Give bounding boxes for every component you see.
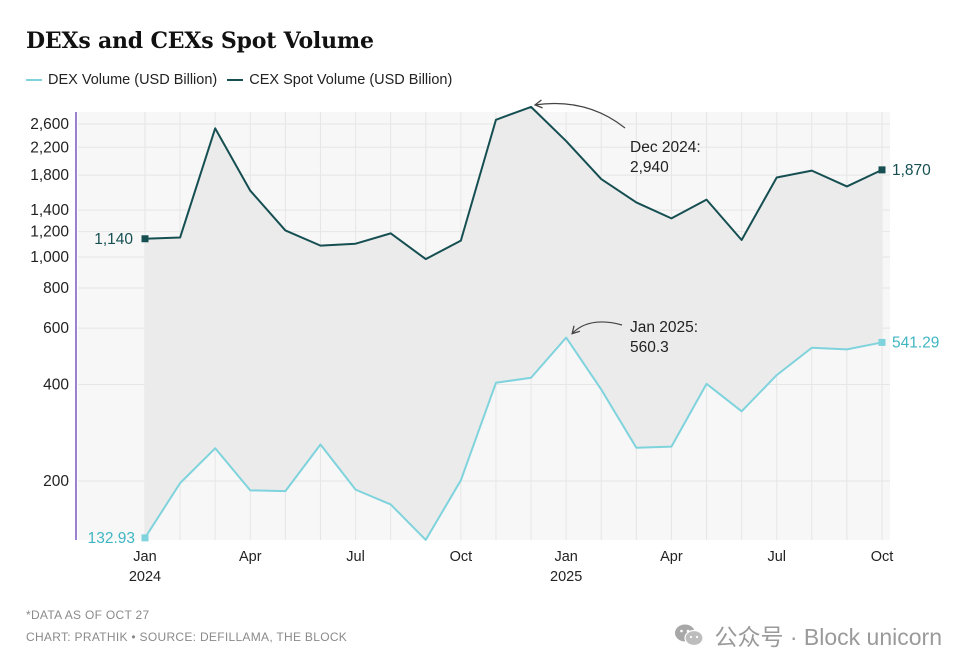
x-tick-label: Apr [660, 549, 683, 565]
band-fill [145, 106, 882, 540]
cex-series-line [144, 105, 883, 261]
y-tick-label: 1,800 [30, 167, 69, 184]
x-year-label: 2024 [129, 569, 161, 585]
x-tick-label: Apr [239, 549, 262, 565]
legend-label-dex: DEX Volume (USD Billion) [48, 72, 218, 88]
annotation-dex-line1: Jan 2025: [630, 319, 698, 336]
dex-end-label: 541.29 [892, 334, 939, 351]
y-tick-label: 200 [43, 473, 69, 490]
y-tick-label: 800 [43, 280, 69, 297]
dex-start-marker [141, 534, 149, 542]
cex-start-marker [141, 235, 149, 243]
legend-item-dex: DEX Volume (USD Billion) [26, 72, 217, 88]
x-tick-label: Jan [133, 549, 156, 565]
legend: DEX Volume (USD Billion) CEX Spot Volume… [26, 72, 462, 88]
annotation-cex-line1: Dec 2024: [630, 139, 701, 156]
watermark-text: 公众号 · Block unicorn [714, 624, 942, 650]
cex-end-label: 1,870 [892, 162, 931, 179]
x-tick-label: Jan [554, 549, 577, 565]
data-note: *DATA AS OF OCT 27 [26, 608, 150, 622]
annotation-cex-line2: 2,940 [630, 159, 669, 176]
x-tick-label: Jul [767, 549, 786, 565]
y-tick-label: 2,600 [30, 116, 69, 133]
x-tick-label: Jul [346, 549, 365, 565]
y-tick-label: 1,200 [30, 224, 69, 241]
annotation-dex-line2: 560.3 [630, 339, 669, 356]
annotation-arrow-dex [571, 321, 623, 335]
dex-end-marker [878, 338, 886, 346]
legend-item-cex: CEX Spot Volume (USD Billion) [227, 72, 452, 88]
chart-title: DEXs and CEXs Spot Volume [26, 28, 374, 54]
dex-series-line [144, 336, 883, 541]
dex-start-label: 132.93 [88, 530, 135, 547]
y-tick-label: 400 [43, 377, 69, 394]
y-tick-label: 600 [43, 320, 69, 337]
x-tick-label: Oct [871, 549, 894, 565]
cex-start-label: 1,140 [94, 231, 133, 248]
legend-swatch-cex [227, 78, 244, 82]
y-tick-label: 1,000 [30, 249, 69, 266]
legend-swatch-dex [26, 78, 42, 82]
annotation-arrow-cex [533, 99, 626, 129]
cex-end-marker [878, 166, 886, 174]
legend-label-cex: CEX Spot Volume (USD Billion) [249, 72, 453, 88]
wechat-icon [674, 623, 705, 647]
x-tick-label: Oct [450, 549, 473, 565]
y-tick-label: 2,200 [30, 139, 69, 156]
y-tick-label: 1,400 [30, 202, 69, 219]
x-year-label: 2025 [550, 569, 582, 585]
watermark: 公众号 · Block unicorn [674, 618, 942, 652]
source-credit: CHART: PRATHIK • SOURCE: DEFILLAMA, THE … [26, 630, 348, 644]
